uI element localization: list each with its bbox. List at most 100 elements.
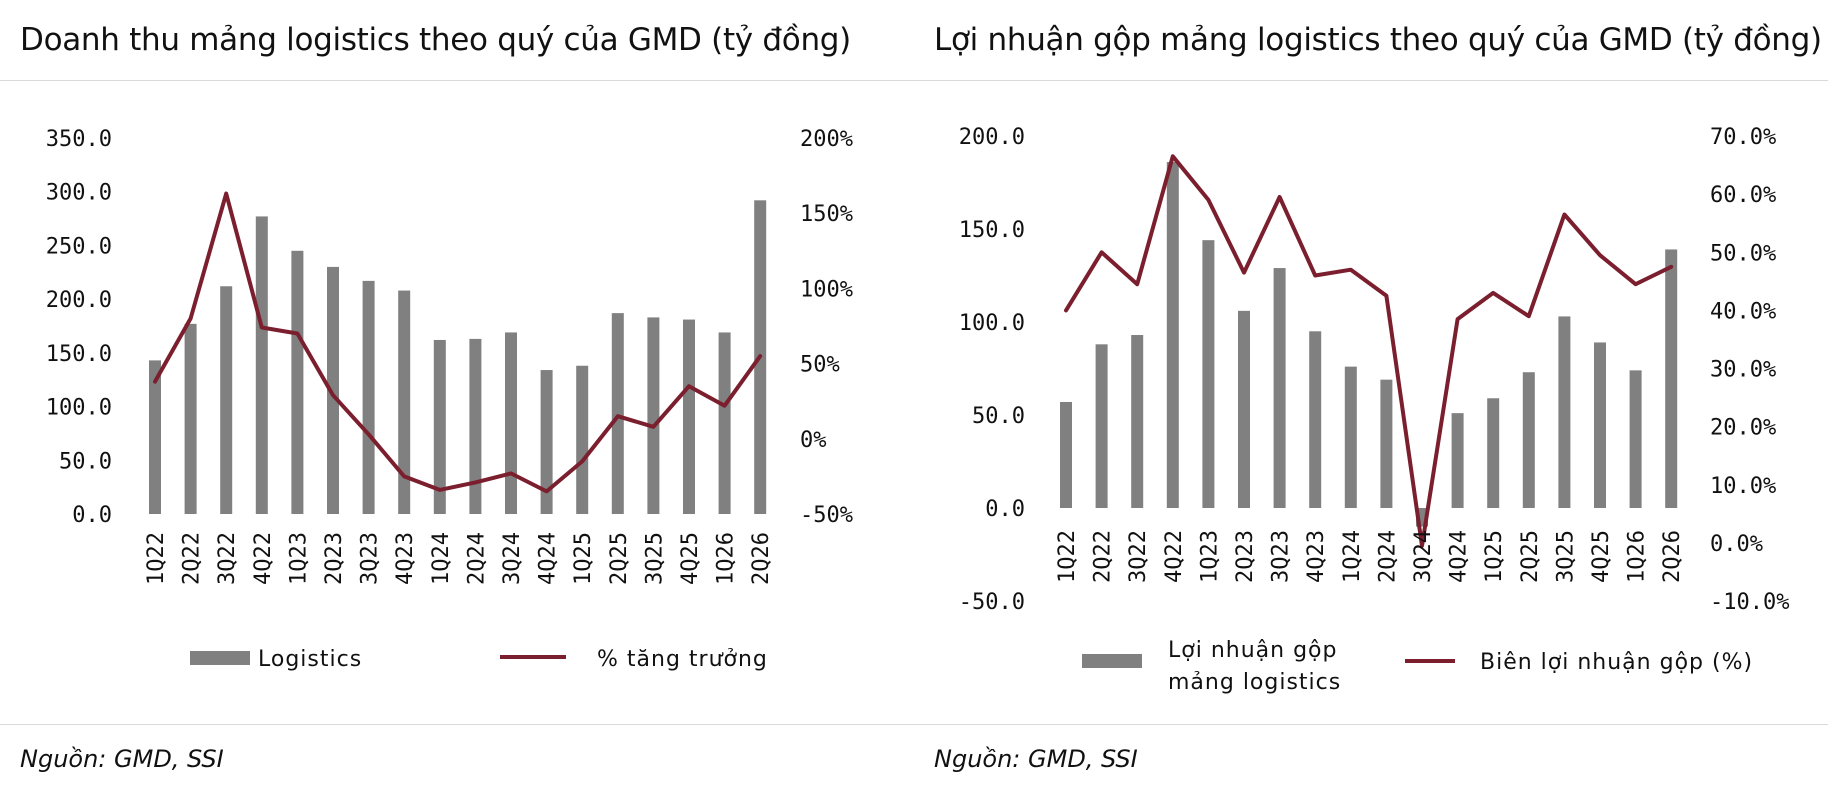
right-bar	[1131, 335, 1144, 508]
left-y-right-tick: -50%	[800, 503, 853, 528]
left-line-point	[473, 480, 477, 484]
left-bar	[362, 280, 375, 514]
left-line-point	[367, 432, 371, 436]
left-legend-line-label: % tăng trưởng	[597, 647, 768, 672]
left-x-tick: 3Q22	[215, 532, 240, 585]
left-y-right-tick: 200%	[800, 127, 853, 152]
left-bar	[647, 317, 660, 514]
left-x-tick: 1Q22	[144, 532, 169, 585]
left-x-tick: 2Q22	[180, 532, 205, 585]
left-x-tick: 4Q25	[678, 532, 703, 585]
left-y-right-tick: 0%	[800, 428, 827, 453]
right-legend-bar-swatch	[1082, 654, 1142, 668]
left-x-tick: 3Q25	[642, 532, 667, 585]
left-x-tick: 2Q26	[749, 532, 774, 585]
right-y-left-tick: 0.0	[985, 497, 1025, 522]
right-line-point	[1100, 250, 1104, 254]
right-line-point	[1206, 198, 1210, 202]
left-line-point	[580, 459, 584, 463]
right-x-tick: 4Q23	[1304, 530, 1329, 583]
right-bar	[1451, 413, 1464, 508]
left-line-point	[545, 489, 549, 493]
right-y-left-tick: 100.0	[959, 311, 1025, 336]
left-bar	[220, 286, 233, 514]
left-x-tick: 1Q26	[714, 532, 739, 585]
right-y-right-tick: 20.0%	[1710, 416, 1776, 441]
left-growth-line	[153, 191, 763, 494]
right-x-tick: 2Q24	[1375, 530, 1400, 583]
right-chart-title: Lợi nhuận gộp mảng logistics theo quý củ…	[934, 22, 1822, 58]
left-x-tick: 4Q22	[251, 532, 276, 585]
right-bar	[1629, 370, 1642, 508]
right-bar	[1273, 268, 1286, 508]
left-x-tick: 2Q25	[607, 532, 632, 585]
header-divider	[0, 80, 1828, 81]
right-line-point	[1491, 291, 1495, 295]
right-x-tick: 1Q26	[1625, 530, 1650, 583]
right-y-left-tick: -50.0	[959, 590, 1025, 615]
left-x-tick: 4Q23	[393, 532, 418, 585]
right-x-tick: 4Q22	[1162, 530, 1187, 583]
gross-profit-chart: -50.0 0.0 50.0 100.0 150.0 200.0 -10.0% 0.0% 10.…	[959, 125, 1790, 695]
left-bar	[433, 339, 446, 514]
left-y-left-tick: 200.0	[46, 288, 112, 313]
right-bar	[1202, 240, 1215, 508]
right-x-tick: 3Q24	[1411, 530, 1436, 583]
right-x-tick: 3Q22	[1126, 530, 1151, 583]
left-bar	[611, 313, 624, 514]
left-y-right-tick: 50%	[800, 353, 840, 378]
right-y-right-tick: 60.0%	[1710, 183, 1776, 208]
left-x-tick: 2Q24	[464, 532, 489, 585]
left-line-point	[402, 474, 406, 478]
right-line-point	[1598, 253, 1602, 257]
left-x-tick: 3Q23	[358, 532, 383, 585]
right-x-tick: 4Q25	[1589, 530, 1614, 583]
left-line-point	[331, 393, 335, 397]
right-x-tick: 1Q22	[1055, 530, 1080, 583]
left-x-tick: 1Q24	[429, 532, 454, 585]
right-bar	[1095, 344, 1108, 508]
left-y-left-tick: 150.0	[46, 342, 112, 367]
left-line-point	[651, 425, 655, 429]
right-y-right-tick: 0.0%	[1710, 532, 1763, 557]
left-y-left-tick: 100.0	[46, 396, 112, 421]
right-line-point	[1456, 317, 1460, 321]
right-bar	[1487, 398, 1500, 508]
right-y-left-tick: 50.0	[972, 404, 1025, 429]
right-x-tick: 1Q23	[1197, 530, 1222, 583]
left-x-tick: 4Q24	[536, 532, 561, 585]
left-line-point	[224, 192, 228, 196]
left-x-tick: 2Q23	[322, 532, 347, 585]
right-x-tick: 4Q24	[1447, 530, 1472, 583]
right-bar	[1344, 366, 1357, 508]
left-bar	[291, 250, 304, 515]
left-legend-bar-label: Logistics	[258, 647, 362, 672]
right-line-point	[1562, 212, 1566, 216]
left-line-point	[438, 488, 442, 492]
right-line-point	[1064, 308, 1068, 312]
right-x-tick: 1Q25	[1482, 530, 1507, 583]
right-source-note: Nguồn: GMD, SSI	[934, 745, 1138, 773]
right-x-tick: 2Q23	[1233, 530, 1258, 583]
left-y-left-tick: 0.0	[72, 503, 112, 528]
right-line-point	[1313, 274, 1317, 277]
right-x-tick: 3Q25	[1553, 530, 1578, 583]
left-x-tick: 1Q25	[571, 532, 596, 585]
left-line-point	[295, 332, 299, 336]
left-bar	[184, 323, 197, 514]
left-bar	[505, 332, 517, 514]
right-line-point	[1634, 282, 1638, 286]
right-y-right-tick: 70.0%	[1710, 125, 1776, 150]
right-bar	[1060, 401, 1072, 508]
right-bar	[1166, 162, 1179, 509]
right-y-right-tick: -10.0%	[1710, 590, 1789, 615]
left-bar	[469, 338, 482, 514]
right-y-left-tick: 200.0	[959, 125, 1025, 150]
right-x-tick: 2Q25	[1518, 530, 1543, 583]
right-y-right-tick: 30.0%	[1710, 358, 1776, 383]
left-bar	[327, 266, 339, 514]
footer-divider	[0, 724, 1828, 725]
left-y-left-tick: 350.0	[46, 127, 112, 152]
right-growth-line	[1064, 154, 1674, 548]
right-line-point	[1527, 314, 1531, 318]
